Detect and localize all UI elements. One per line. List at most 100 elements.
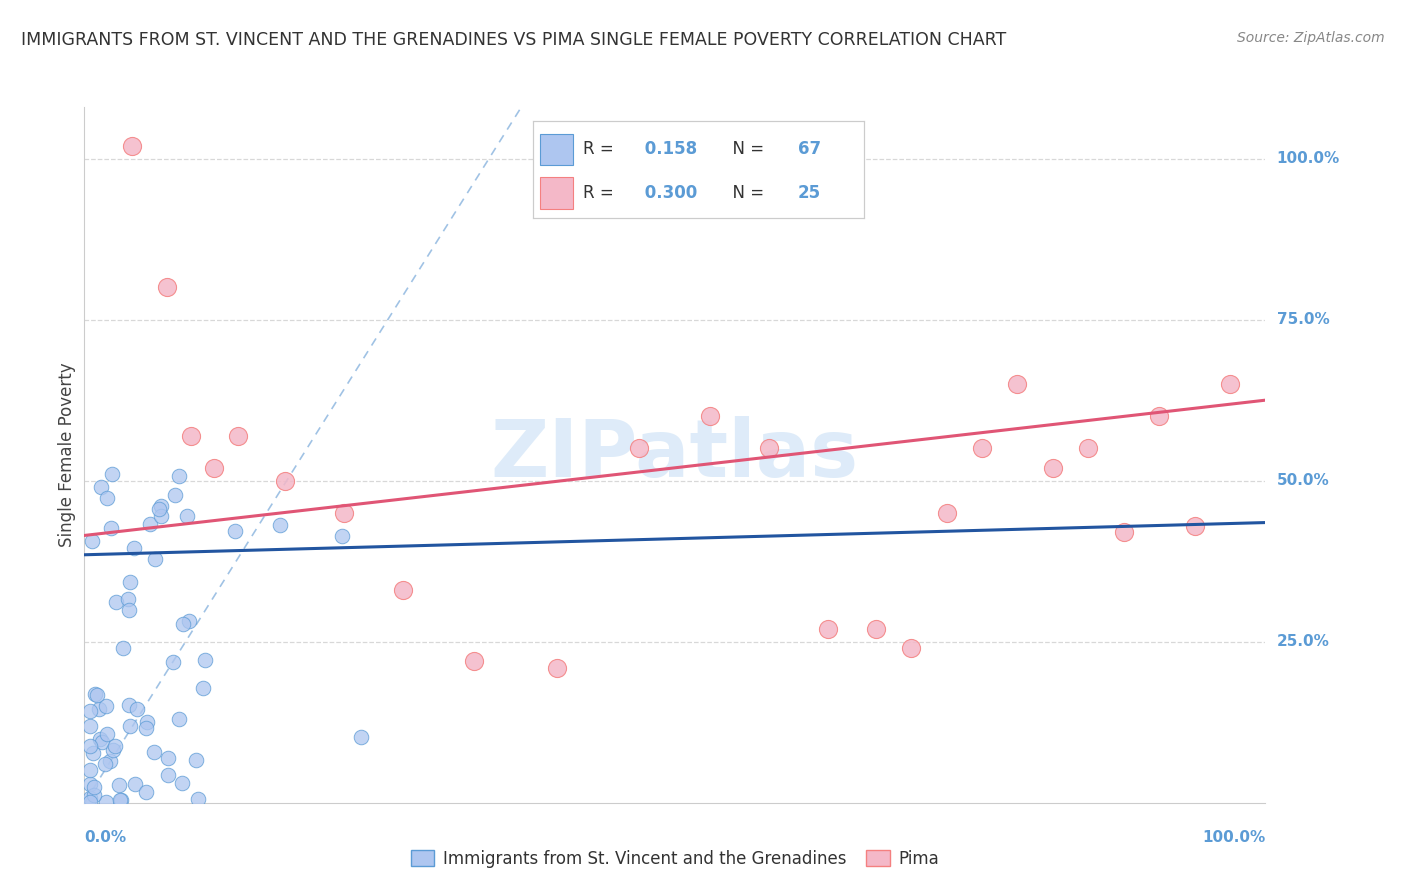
Point [90,480,112,494]
Point [1184,518,1206,533]
Point [191,681,214,695]
Point [187,791,209,805]
Point [699,409,721,424]
Point [79,790,101,805]
Point [169,469,191,483]
Point [79,777,101,791]
Point [194,652,217,666]
Point [94,757,117,772]
Point [172,617,194,632]
Text: ZIPatlas: ZIPatlas [491,416,859,494]
Point [758,442,780,456]
Point [226,428,249,442]
Point [817,622,839,636]
Point [350,730,373,744]
Point [83,789,105,803]
Point [82,746,104,760]
Point [84,687,107,701]
Point [156,768,179,782]
Point [96,491,118,506]
Point [135,721,157,735]
Point [89,732,111,747]
Text: 25.0%: 25.0% [1277,634,1330,649]
Text: 100.0%: 100.0% [1202,830,1265,845]
Point [184,753,207,767]
Point [865,622,887,636]
Text: 100.0%: 100.0% [1277,151,1340,166]
Point [79,763,101,777]
Point [104,595,127,609]
Point [124,777,146,791]
Point [148,502,170,516]
Point [122,541,145,555]
Point [86,689,108,703]
Point [269,518,291,533]
Point [94,795,117,809]
Point [110,793,132,807]
Point [83,780,105,795]
Point [224,524,246,538]
Point [900,641,922,656]
Point [79,795,101,809]
Point [91,735,114,749]
Point [274,474,297,488]
Point [118,698,141,712]
Point [392,583,415,598]
Point [170,776,193,790]
Point [628,442,651,456]
Point [94,699,117,714]
Point [98,754,121,768]
Point [96,727,118,741]
Text: 50.0%: 50.0% [1277,473,1329,488]
Text: 0.0%: 0.0% [84,830,127,845]
Point [79,704,101,718]
Point [79,739,101,753]
Point [136,714,159,729]
Point [156,280,179,294]
Point [143,552,166,566]
Point [101,467,124,481]
Point [120,574,142,589]
Point [1077,442,1099,456]
Point [101,742,124,756]
Point [139,516,162,531]
Point [108,779,131,793]
Text: IMMIGRANTS FROM ST. VINCENT AND THE GRENADINES VS PIMA SINGLE FEMALE POVERTY COR: IMMIGRANTS FROM ST. VINCENT AND THE GREN… [21,31,1007,49]
Point [163,488,186,502]
Point [330,529,353,543]
Legend: Immigrants from St. Vincent and the Grenadines, Pima: Immigrants from St. Vincent and the Gren… [405,843,945,874]
Point [111,640,134,655]
Point [150,500,173,514]
Point [79,719,101,733]
Point [110,793,132,807]
Point [143,745,166,759]
Point [118,603,141,617]
Point [202,460,225,475]
Y-axis label: Single Female Poverty: Single Female Poverty [58,363,76,547]
Point [1219,377,1241,392]
Point [118,718,141,732]
Point [127,702,149,716]
Point [180,428,202,442]
Point [89,702,111,716]
Point [1042,460,1064,475]
Point [100,521,122,535]
Point [546,660,568,674]
Text: 75.0%: 75.0% [1277,312,1329,327]
Point [1007,377,1029,392]
Point [179,615,201,629]
Point [176,508,198,523]
Point [935,506,957,520]
Text: Source: ZipAtlas.com: Source: ZipAtlas.com [1237,31,1385,45]
Point [970,442,993,456]
Point [121,138,143,153]
Point [149,508,172,523]
Point [117,592,139,607]
Point [1112,525,1135,540]
Point [162,655,184,669]
Point [156,751,179,765]
Point [169,712,191,726]
Point [1147,409,1170,424]
Point [104,739,127,753]
Point [463,654,485,668]
